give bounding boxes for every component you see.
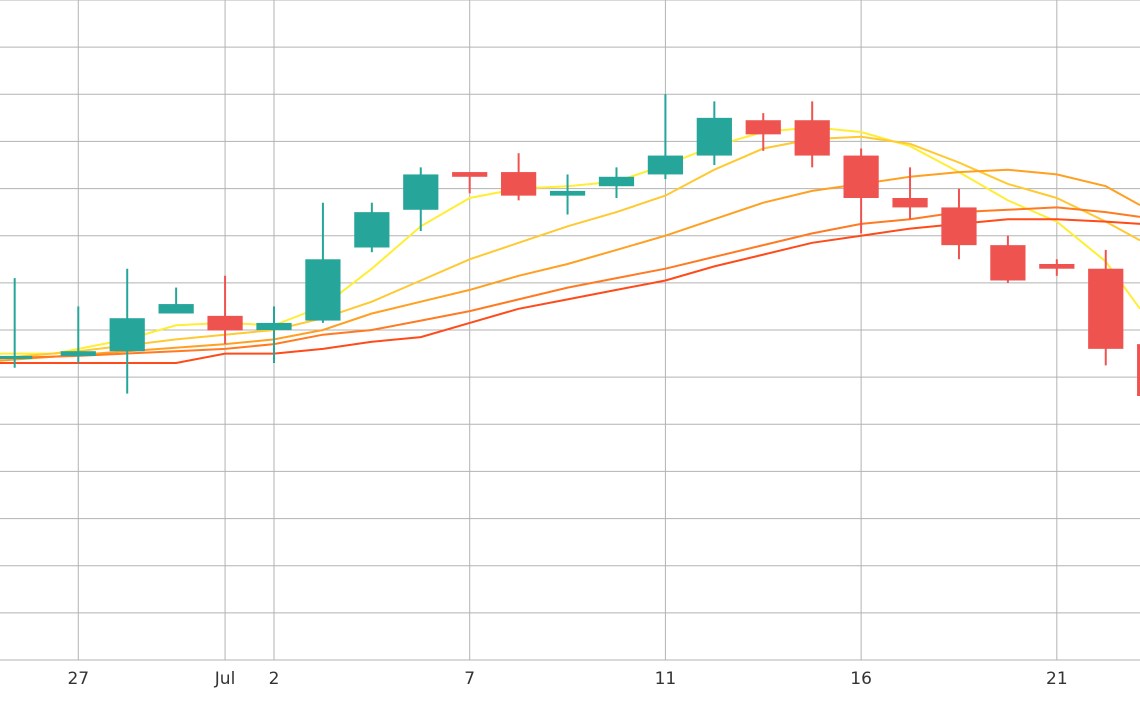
candle bbox=[501, 153, 537, 201]
candle-body bbox=[745, 120, 781, 135]
candle bbox=[60, 306, 96, 363]
candle bbox=[256, 306, 292, 363]
candle bbox=[158, 287, 194, 314]
candle bbox=[1137, 344, 1140, 396]
candle bbox=[207, 275, 243, 345]
candle bbox=[598, 167, 635, 198]
candle bbox=[941, 188, 977, 260]
candles bbox=[0, 94, 1140, 396]
candle-body bbox=[109, 318, 145, 352]
candle-body bbox=[305, 259, 341, 321]
candle-body bbox=[843, 155, 879, 198]
candle-body bbox=[549, 190, 586, 196]
candle bbox=[109, 268, 145, 394]
candle-body bbox=[207, 315, 243, 331]
candle-body bbox=[1137, 344, 1140, 396]
candle-body bbox=[501, 172, 537, 196]
candle bbox=[696, 101, 732, 165]
x-tick-label: 7 bbox=[464, 669, 475, 689]
candle-body bbox=[0, 355, 33, 359]
x-tick-label: 16 bbox=[850, 669, 872, 689]
candle-body bbox=[60, 351, 96, 356]
candle bbox=[843, 148, 879, 234]
candle-body bbox=[696, 117, 732, 156]
moving-average-line bbox=[0, 168, 1140, 362]
x-tick-label: Jul bbox=[214, 669, 236, 689]
candle-body bbox=[158, 304, 194, 314]
candle bbox=[403, 167, 439, 231]
candle-body bbox=[598, 176, 635, 187]
candle-body bbox=[354, 212, 390, 248]
candle-body bbox=[647, 155, 684, 175]
x-tick-label: 27 bbox=[67, 669, 89, 689]
candle bbox=[0, 278, 33, 368]
candle bbox=[892, 167, 928, 220]
candle bbox=[990, 235, 1026, 283]
candle-body bbox=[990, 245, 1026, 281]
x-axis: 27 Jul 2 7 11 16 21 bbox=[67, 669, 1067, 689]
candle bbox=[1039, 259, 1075, 276]
candle-body bbox=[941, 207, 977, 246]
candle bbox=[354, 202, 390, 253]
candle-body bbox=[1039, 264, 1075, 269]
candle-body bbox=[892, 198, 928, 208]
candle-body bbox=[794, 120, 830, 156]
candle bbox=[794, 101, 830, 168]
x-tick-label: 11 bbox=[655, 669, 677, 689]
moving-average-line bbox=[0, 135, 1140, 360]
candle-body bbox=[256, 322, 292, 330]
candle-body bbox=[452, 172, 488, 177]
x-tick-label: 2 bbox=[269, 669, 280, 689]
candle bbox=[452, 172, 488, 194]
candle bbox=[305, 202, 341, 323]
candle bbox=[1088, 249, 1124, 366]
candle-body bbox=[403, 174, 439, 210]
candle-body bbox=[1088, 268, 1124, 349]
x-tick-label: 21 bbox=[1046, 669, 1068, 689]
candle bbox=[549, 174, 586, 215]
candle bbox=[745, 113, 781, 151]
candle bbox=[647, 94, 684, 180]
